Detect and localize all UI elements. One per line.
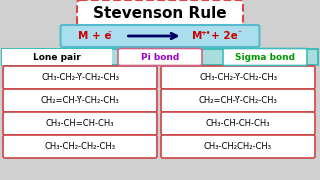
- FancyBboxPatch shape: [161, 66, 315, 89]
- Text: CH₃-CH₂-CH₂-CH₃: CH₃-CH₂-CH₂-CH₃: [44, 142, 116, 151]
- FancyBboxPatch shape: [3, 66, 157, 89]
- Text: M: M: [192, 31, 203, 41]
- FancyBboxPatch shape: [3, 112, 157, 135]
- FancyBboxPatch shape: [77, 0, 243, 26]
- Text: CH₃-CH=CH-CH₃: CH₃-CH=CH-CH₃: [46, 119, 114, 128]
- Text: CH₃-CH₂-Ÿ-CH₂-CH₃: CH₃-CH₂-Ÿ-CH₂-CH₃: [41, 73, 119, 82]
- Text: CH₂=CH-Ÿ-CH₂-CH₃: CH₂=CH-Ÿ-CH₂-CH₃: [41, 96, 119, 105]
- Text: Stevenson Rule: Stevenson Rule: [93, 6, 227, 21]
- FancyBboxPatch shape: [118, 48, 202, 66]
- FancyBboxPatch shape: [2, 49, 112, 65]
- Text: CH₃-CH₂-Ÿ-CH₂-CH₃: CH₃-CH₂-Ÿ-CH₂-CH₃: [199, 73, 277, 82]
- FancyBboxPatch shape: [161, 135, 315, 158]
- FancyBboxPatch shape: [161, 89, 315, 112]
- Text: Pi bond: Pi bond: [141, 53, 179, 62]
- FancyBboxPatch shape: [60, 25, 260, 47]
- FancyBboxPatch shape: [223, 48, 307, 66]
- Text: CH₂=CH-Ÿ-CH₂-CH₃: CH₂=CH-Ÿ-CH₂-CH₃: [199, 96, 277, 105]
- Text: Sigma bond: Sigma bond: [235, 53, 295, 62]
- Text: ⁻: ⁻: [237, 28, 242, 37]
- Text: +•: +•: [200, 30, 211, 36]
- FancyBboxPatch shape: [3, 89, 157, 112]
- Text: M + e: M + e: [78, 31, 111, 41]
- Text: CH₃-CH₂̇̇CH₂-CH₃: CH₃-CH₂̇̇CH₂-CH₃: [204, 142, 272, 151]
- Text: CH₃-CḢ-CH-CH₃: CH₃-CḢ-CH-CH₃: [206, 119, 270, 128]
- FancyBboxPatch shape: [161, 112, 315, 135]
- Text: + 2e: + 2e: [211, 31, 238, 41]
- FancyBboxPatch shape: [2, 49, 318, 65]
- Text: Lone pair: Lone pair: [33, 53, 81, 62]
- Text: ⁻: ⁻: [108, 28, 111, 37]
- FancyBboxPatch shape: [3, 135, 157, 158]
